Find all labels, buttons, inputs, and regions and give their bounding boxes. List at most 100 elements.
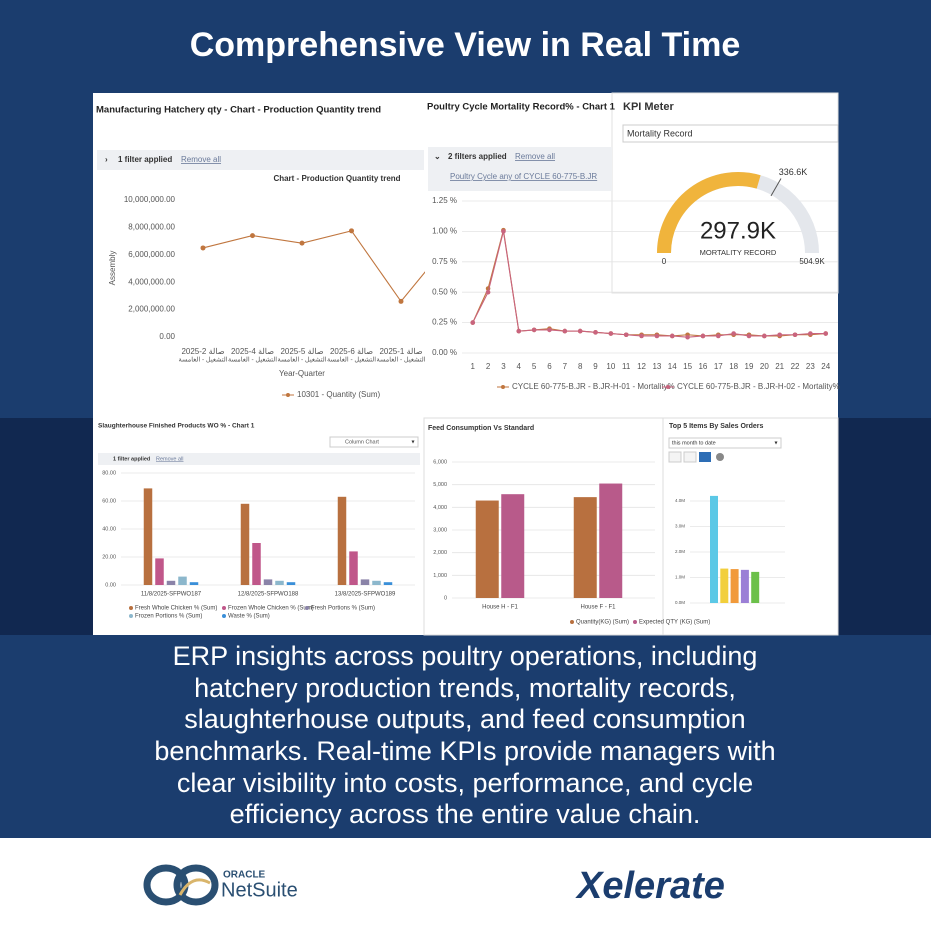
value-caption: MORTALITY RECORD [700,248,777,257]
hbar-icon[interactable] [683,451,697,463]
x-tick-label: 21 [775,362,784,371]
legend-marker [666,385,670,389]
chart-kind-select[interactable] [329,436,419,448]
description-line: clear visibility into costs, performance… [177,768,753,798]
filter-bar [97,150,424,170]
point [299,240,305,246]
x-tick-label: 11 [622,362,631,371]
point [593,330,598,335]
x-tick-label: 17 [714,362,723,371]
target-label: 336.6K [779,167,808,177]
x-tick-label: 14 [668,362,677,371]
pie-icon[interactable] [716,453,724,461]
legend-marker [501,385,505,389]
legend-marker [129,606,133,610]
y-tick-label: 0.25 % [432,318,457,327]
remove-all[interactable]: Remove all [515,152,555,161]
line [202,230,425,303]
point [762,333,767,339]
point [608,331,614,336]
legend-marker [222,606,226,610]
point [200,245,206,251]
y-tick-label: 1.0M [675,575,685,580]
series [470,229,829,340]
netsuite-logo: NetSuite [221,879,298,901]
max-label: 504.9K [799,257,825,266]
target-tick [770,178,782,197]
x-tick-label: 1 [471,362,476,371]
bar [383,582,393,585]
y-tick-label: 2,000 [433,550,447,556]
remove-all[interactable]: Remove all [181,155,221,164]
x-tick-sublabel: التشغيل - الغامسة [178,356,227,364]
x-tick-sublabel: التشغيل - الغامسة [376,356,425,364]
y-tick-label: 4,000,000.00 [128,277,175,286]
y-tick-label: 5,000 [433,482,447,488]
y-tick-label: 0.00 [105,582,116,588]
y-tick-label: 4.0M [675,498,685,503]
panel-title: Poultry Cycle Mortality Record% - Chart … [427,102,616,113]
legend-label: Fresh Portions % (Sum) [311,606,375,612]
metric-select[interactable] [622,124,839,143]
line-icon[interactable] [668,451,682,463]
point [731,331,736,336]
y-tick-label: 8,000,000.00 [128,223,175,232]
period: this month to date [672,440,716,446]
y-tick-label: 1.00 % [432,227,457,236]
x-tick-label: 9 [593,362,598,371]
y-tick-label: 1.25 % [432,196,457,205]
description-line: ERP insights across poultry operations, … [173,641,758,671]
y-tick-label: 6,000,000.00 [128,250,175,259]
point [250,233,255,239]
bar [143,488,153,585]
column-icon[interactable] [699,452,711,462]
y-tick-label: 3,000 [433,527,447,533]
point [808,331,813,336]
x-tick-label: 13 [652,362,661,371]
x-tick-label: 7 [563,362,568,371]
x-tick-label: 19 [745,362,754,371]
x-tick-label: 13/8/2025-SFPWO189 [335,592,396,598]
legend-marker [633,620,637,624]
legend-label: CYCLE 60-775-B.JR - B.JR-H-01 - Mortalit… [512,382,675,391]
y-tick-label: 0.75 % [432,257,457,266]
x-tick-label: 22 [791,362,800,371]
bar [286,582,296,585]
bar [166,580,176,585]
legend-label: 10301 - Quantity (Sum) [297,390,380,399]
point [823,331,829,336]
series [200,228,425,304]
y-tick-label: 0 [444,595,447,601]
bar [240,503,250,585]
bar [720,568,729,603]
x-tick-label: 18 [729,362,738,371]
y-tick-label: 20.00 [102,554,116,560]
x-tick-label: 6 [547,362,552,371]
point [685,334,690,340]
legend-label: Quantity(KG) (Sum) [576,620,629,626]
point [577,328,583,334]
period-select[interactable] [668,437,782,449]
legend-label: Fresh Whole Chicken % (Sum) [135,606,217,612]
filter-detail[interactable]: Poultry Cycle any of CYCLE 60-775-B.JR [450,172,597,181]
headline: Comprehensive View in Real Time [190,26,741,64]
panel-title: Feed Consumption Vs Standard [428,425,534,432]
remove-all[interactable]: Remove all [156,456,184,462]
panel-title: Manufacturing Hatchery qty - Chart - Pro… [96,105,381,116]
legend-label: CYCLE 60-775-B.JR - B.JR-H-02 - Mortalit… [677,382,840,391]
gauge-value [657,172,761,254]
chart-title: Chart - Production Quantity trend [273,174,400,183]
x-tick-sublabel: التشغيل - الغامسة [228,356,277,364]
bar [155,558,164,585]
bar [263,579,273,585]
y-tick-label: 3.0M [675,524,685,529]
legend-marker [129,614,133,618]
x-tick-label: 15 [683,362,692,371]
bar [189,582,199,585]
x-tick-label: 5 [532,362,537,371]
bar [751,571,760,603]
point [792,332,798,338]
point [349,228,354,234]
chevron: › [105,155,108,164]
